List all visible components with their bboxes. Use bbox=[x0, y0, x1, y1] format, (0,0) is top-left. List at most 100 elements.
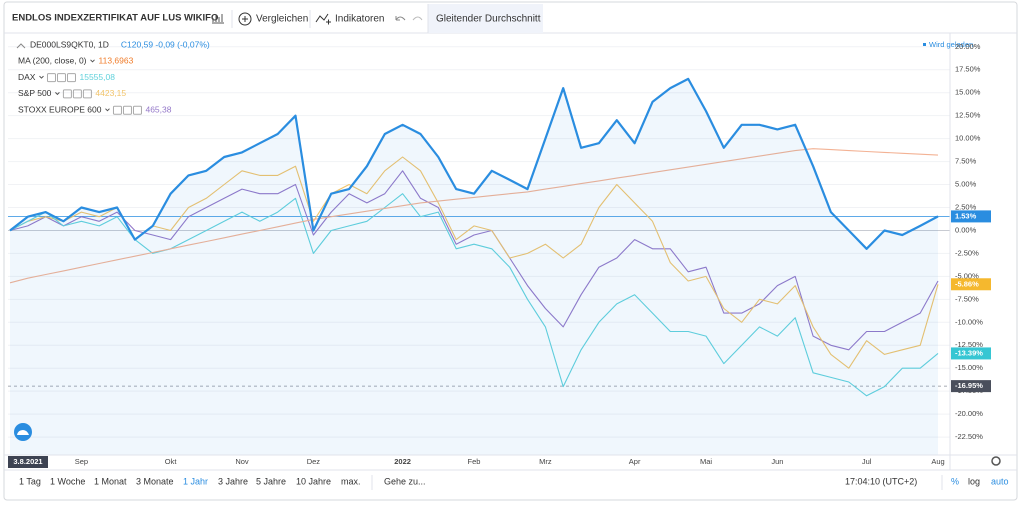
active-tab[interactable] bbox=[428, 4, 543, 33]
price-tag bbox=[951, 380, 991, 393]
top-toolbar: ENDLOS INDEXZERTIFIKAT AUF LUS WIKIFO Ve… bbox=[4, 4, 1017, 34]
price-tag bbox=[951, 278, 991, 291]
legend-chevron bbox=[39, 75, 44, 79]
y-tick-label: 20.00% bbox=[955, 42, 981, 51]
compare-icon[interactable] bbox=[238, 12, 252, 26]
x-tick-label: Apr bbox=[629, 457, 641, 466]
x-tick-label: Nov bbox=[235, 457, 249, 466]
legend-name[interactable]: S&P 500 bbox=[18, 88, 52, 98]
price-tag-label: -5.86% bbox=[955, 279, 979, 288]
x-tick-label: Mai bbox=[700, 457, 712, 466]
legend-chevron bbox=[55, 92, 60, 96]
auto-toggle[interactable]: auto bbox=[991, 476, 1009, 486]
legend-chevron bbox=[90, 59, 95, 63]
x-tick-label: Sep bbox=[75, 457, 88, 466]
y-tick-label: 10.00% bbox=[955, 134, 981, 143]
legend-button[interactable] bbox=[62, 89, 72, 99]
legend-chevron bbox=[105, 108, 110, 112]
y-tick-label: 15.00% bbox=[955, 88, 981, 97]
range-button[interactable]: 3 Jahre bbox=[218, 476, 248, 486]
settings[interactable] bbox=[991, 456, 1001, 466]
x-tick-label: 3.8.2021 bbox=[13, 457, 42, 466]
legend-button[interactable] bbox=[132, 105, 142, 115]
legend-button[interactable] bbox=[56, 73, 66, 83]
collapse-icon[interactable] bbox=[16, 43, 26, 49]
logo bbox=[17, 430, 29, 435]
range-button[interactable]: 10 Jahre bbox=[296, 476, 331, 486]
legend-name[interactable]: DAX bbox=[18, 72, 36, 82]
price-tag-label: -13.39% bbox=[955, 348, 983, 357]
range-button[interactable]: max. bbox=[341, 476, 361, 486]
range-button[interactable]: 3 Monate bbox=[136, 476, 174, 486]
price-tag bbox=[951, 347, 991, 360]
series-line bbox=[9, 77, 939, 250]
clock: 17:04:10 (UTC+2) bbox=[845, 476, 917, 486]
legend-value: C120,59 -0,09 (-0,07%) bbox=[121, 39, 210, 49]
y-tick-label: 12.50% bbox=[955, 111, 981, 120]
y-tick-label: 7.50% bbox=[955, 157, 977, 166]
legend-name[interactable]: MA (200, close, 0) bbox=[18, 56, 87, 66]
y-tick-label: 0.00% bbox=[955, 225, 977, 234]
legend-value: 465,38 bbox=[145, 104, 171, 114]
loading-text: Wird geladen bbox=[929, 40, 973, 49]
undo[interactable] bbox=[395, 16, 406, 21]
area bbox=[10, 78, 938, 456]
indicators-icon[interactable] bbox=[315, 13, 331, 25]
legend-value: 15555,08 bbox=[79, 72, 115, 82]
y-tick-label: -10.00% bbox=[955, 317, 983, 326]
legend-button[interactable] bbox=[82, 89, 92, 99]
x-tick-label: Dez bbox=[307, 457, 321, 466]
range-button[interactable]: 1 Woche bbox=[50, 476, 85, 486]
y-tick-label: -12.50% bbox=[955, 340, 983, 349]
date-badge bbox=[8, 456, 48, 468]
x-tick-label: Feb bbox=[468, 457, 481, 466]
y-tick-label: 17.50% bbox=[955, 65, 981, 74]
loading-dot bbox=[923, 43, 926, 46]
y-tick-label: -2.50% bbox=[955, 248, 979, 257]
range-button[interactable]: 1 Tag bbox=[19, 476, 41, 486]
redo[interactable] bbox=[412, 16, 423, 21]
x-tick-label: Aug bbox=[931, 457, 944, 466]
instrument-title: ENDLOS INDEXZERTIFIKAT AUF LUS WIKIFO bbox=[12, 13, 218, 24]
goto-button[interactable]: Gehe zu... bbox=[384, 476, 426, 486]
price-tag-label: -16.95% bbox=[955, 381, 983, 390]
x-tick-label: 2022 bbox=[394, 457, 411, 466]
indicators-button[interactable]: Indikatoren bbox=[335, 14, 384, 25]
y-tick-label: -5.00% bbox=[955, 271, 979, 280]
legend-name[interactable]: DE000LS9QKT0, 1D bbox=[30, 39, 109, 49]
legend-name[interactable]: STOXX EUROPE 600 bbox=[18, 104, 102, 114]
y-tick-label: 5.00% bbox=[955, 180, 977, 189]
x-tick-label: Jun bbox=[771, 457, 783, 466]
range-button[interactable]: 1 Jahr bbox=[183, 476, 208, 486]
range-button[interactable]: 1 Monat bbox=[94, 476, 127, 486]
y-tick-label: -22.50% bbox=[955, 432, 983, 441]
price-tag-label: 1.53% bbox=[955, 211, 977, 220]
y-tick-label: -7.50% bbox=[955, 294, 979, 303]
x-tick-label: Okt bbox=[165, 457, 178, 466]
percent-toggle[interactable]: % bbox=[951, 476, 959, 486]
x-tick-label: Mrz bbox=[539, 457, 552, 466]
log-toggle[interactable]: log bbox=[968, 476, 980, 486]
legend-value: 4423,15 bbox=[95, 88, 126, 98]
legend-button[interactable] bbox=[46, 73, 56, 83]
y-tick-label: 2.50% bbox=[955, 202, 977, 211]
settings-icon[interactable] bbox=[991, 456, 1001, 466]
legend-button[interactable] bbox=[112, 105, 122, 115]
series-line bbox=[9, 170, 939, 351]
legend-button[interactable] bbox=[66, 73, 76, 83]
y-tick-label: -20.00% bbox=[955, 409, 983, 418]
legend-button[interactable] bbox=[72, 89, 82, 99]
indicator-tab[interactable]: Gleitender Durchschnitt bbox=[436, 14, 541, 25]
legend-value: 113,6963 bbox=[99, 56, 134, 66]
x-tick-label: Jul bbox=[862, 457, 872, 466]
chart-type-icon[interactable] bbox=[212, 14, 224, 24]
range-button[interactable]: 5 Jahre bbox=[256, 476, 286, 486]
compare-icon[interactable] bbox=[242, 16, 248, 22]
plot bbox=[8, 46, 950, 456]
bottom-toolbar: 1 Tag 1 Woche 1 Monat 3 Monate 1 Jahr 3 Jahre… bbox=[19, 475, 1009, 490]
compare-button[interactable]: Vergleichen bbox=[256, 14, 308, 25]
price-tag bbox=[951, 210, 991, 223]
series-line bbox=[9, 148, 939, 284]
legend-button[interactable] bbox=[122, 105, 132, 115]
